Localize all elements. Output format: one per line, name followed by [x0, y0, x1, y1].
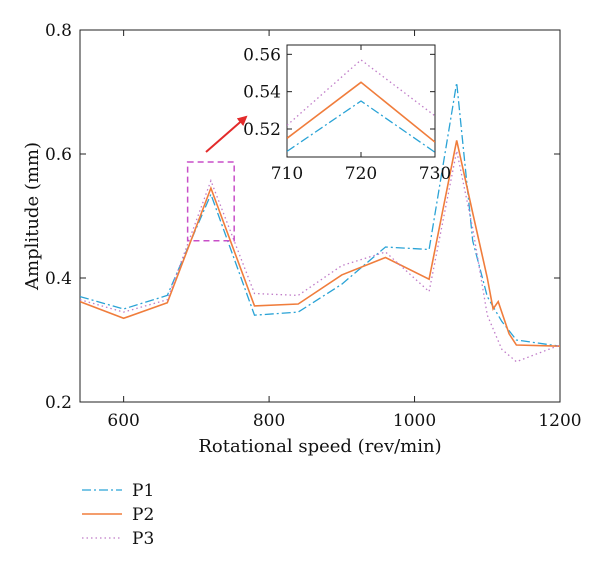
inset-x-axis: 710 720 730: [271, 45, 451, 184]
inset-series-line-p2: [287, 81, 435, 143]
inset-series-line-p3: [287, 59, 435, 126]
main-series-group: [80, 82, 560, 363]
x-tick-label: 600: [107, 411, 139, 431]
legend-label-p1: P1: [132, 481, 154, 501]
inset-x-tick-label: 720: [345, 164, 377, 184]
inset-y-tick-label: 0.54: [243, 83, 281, 103]
inset-series-line-p1: [287, 100, 435, 153]
y-tick-label: 0.8: [45, 21, 72, 41]
x-axis: 600 800 1000 1200: [107, 30, 582, 431]
plot-frame: [79, 29, 561, 403]
inset-y-axis: 0.52 0.54 0.56: [243, 45, 435, 140]
inset-x-tick-label: 730: [419, 164, 451, 184]
y-tick-label: 0.6: [45, 145, 72, 165]
y-axis: 0.2 0.4 0.6 0.8: [45, 21, 560, 413]
legend: P1 P2 P3: [82, 481, 154, 549]
x-tick-label: 800: [253, 411, 285, 431]
x-tick-label: 1000: [393, 411, 436, 431]
y-tick-label: 0.2: [45, 393, 72, 413]
zoom-arrow: [205, 115, 248, 153]
inset-x-tick-label: 710: [271, 164, 303, 184]
y-tick-label: 0.4: [45, 269, 72, 289]
x-axis-label: Rotational speed (rev/min): [198, 436, 441, 457]
legend-label-p2: P2: [132, 505, 154, 525]
y-axis-label: Amplitude (mm): [22, 142, 43, 291]
series-line-p2: [80, 140, 560, 347]
zoom-highlight-box: [186, 161, 235, 242]
inset-zoom-panel: 710 720 730 0.52 0.54 0.56: [243, 44, 451, 184]
x-tick-label: 1200: [538, 411, 581, 431]
highlight-group: [186, 161, 235, 242]
series-line-p3: [80, 150, 560, 363]
inset-y-tick-label: 0.52: [243, 120, 281, 140]
inset-series-group: [287, 59, 435, 153]
inset-y-tick-label: 0.56: [243, 45, 281, 65]
legend-label-p3: P3: [132, 529, 154, 549]
